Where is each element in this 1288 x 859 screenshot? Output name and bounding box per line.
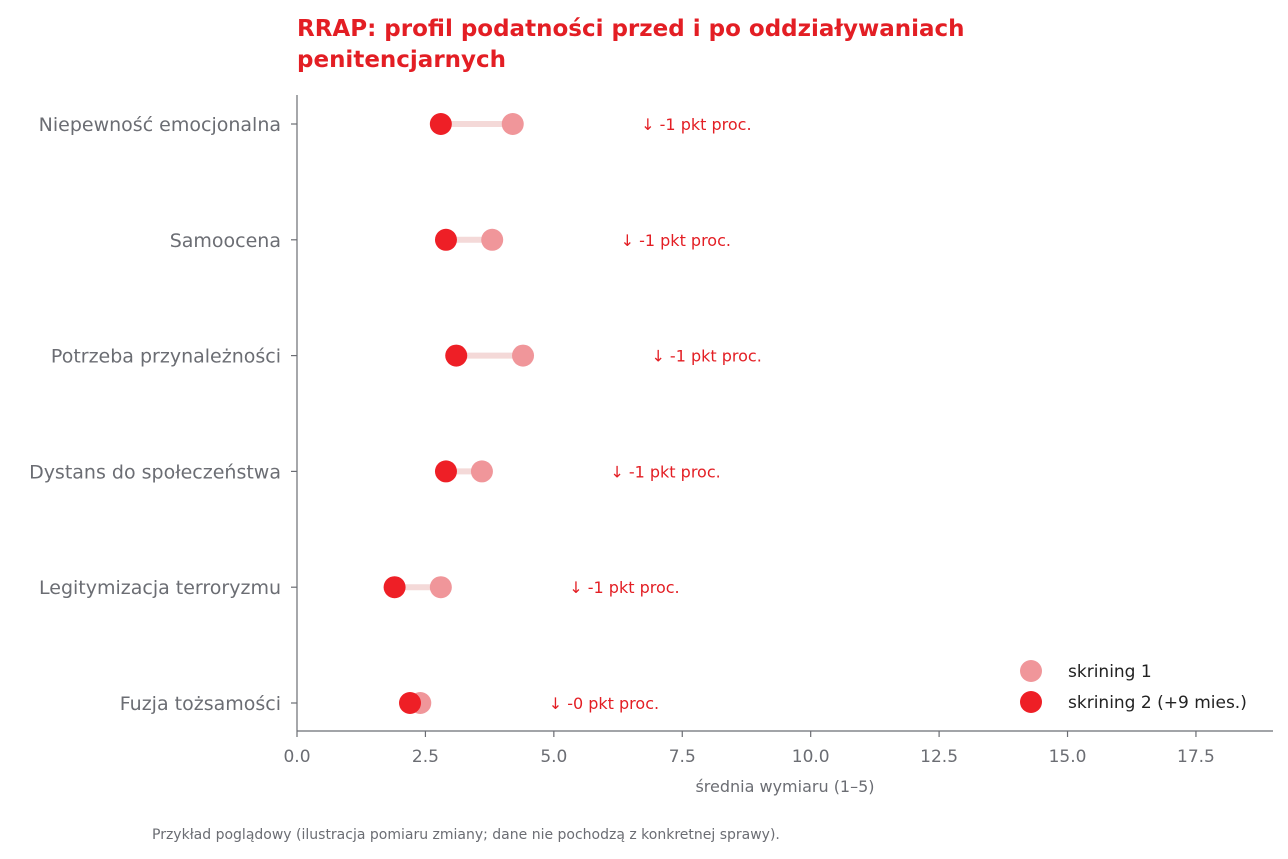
marker-skrining-1 (429, 576, 452, 599)
change-annotation: ↓ -1 pkt proc. (651, 347, 761, 366)
markers (383, 113, 535, 714)
marker-skrining-2 (399, 692, 422, 714)
annotations: ↓ -1 pkt proc. ↓ -1 pkt proc. ↓ -1 pkt pro… (549, 115, 762, 713)
change-annotation: ↓ -1 pkt proc. (569, 578, 679, 597)
marker-skrining-1 (501, 113, 524, 135)
x-axis-label: średnia wymiaru (1–5) (695, 777, 874, 796)
change-annotation: ↓ -1 pkt proc. (621, 231, 731, 250)
category-label: Niepewność emocjonalna (39, 114, 281, 136)
marker-skrining-1 (481, 228, 504, 251)
marker-skrining-2 (445, 344, 468, 367)
category-label: Fuzja tożsamości (120, 693, 281, 715)
connectors (391, 121, 527, 706)
marker-skrining-1 (470, 460, 493, 483)
legend-marker (1020, 691, 1042, 713)
footnote: Przykład poglądowy (ilustracja pomiaru z… (152, 827, 780, 843)
category-label: Legitymizacja terroryzmu (39, 577, 281, 599)
marker-skrining-1 (512, 344, 535, 367)
change-annotation: ↓ -0 pkt proc. (549, 694, 659, 713)
category-label: Samoocena (170, 230, 281, 252)
x-tick-label: 15.0 (1049, 747, 1087, 767)
category-label: Potrzeba przynależności (51, 346, 281, 368)
x-tick-label: 0.0 (283, 747, 310, 767)
category-label: Dystans do społeczeństwa (29, 461, 281, 483)
x-tick-label: 2.5 (412, 747, 439, 767)
x-tick-label: 12.5 (920, 747, 958, 767)
x-tick-label: 10.0 (792, 747, 830, 767)
change-annotation: ↓ -1 pkt proc. (610, 462, 720, 481)
legend: skrining 1 skrining 2 (+9 mies.) (1020, 660, 1247, 713)
x-tick-label: 7.5 (669, 747, 696, 767)
chart-title: RRAP: profil podatności przed i po oddzi… (297, 16, 965, 73)
marker-skrining-2 (383, 576, 406, 599)
chart-title-line: penitencjarnych (297, 47, 506, 73)
marker-skrining-2 (429, 113, 452, 135)
marker-skrining-2 (434, 460, 457, 483)
x-tick-label: 17.5 (1177, 747, 1215, 767)
change-annotation: ↓ -1 pkt proc. (641, 115, 751, 134)
axes: 0.0 2.5 5.0 7.5 10.0 12.5 15.0 17.5 Niepewność e… (29, 95, 1273, 767)
legend-marker (1020, 660, 1042, 682)
chart-title-line: RRAP: profil podatności przed i po oddzi… (297, 16, 965, 42)
marker-skrining-2 (434, 228, 457, 251)
x-tick-label: 5.0 (540, 747, 567, 767)
legend-label: skrining 2 (+9 mies.) (1068, 693, 1247, 713)
legend-label: skrining 1 (1068, 662, 1152, 682)
